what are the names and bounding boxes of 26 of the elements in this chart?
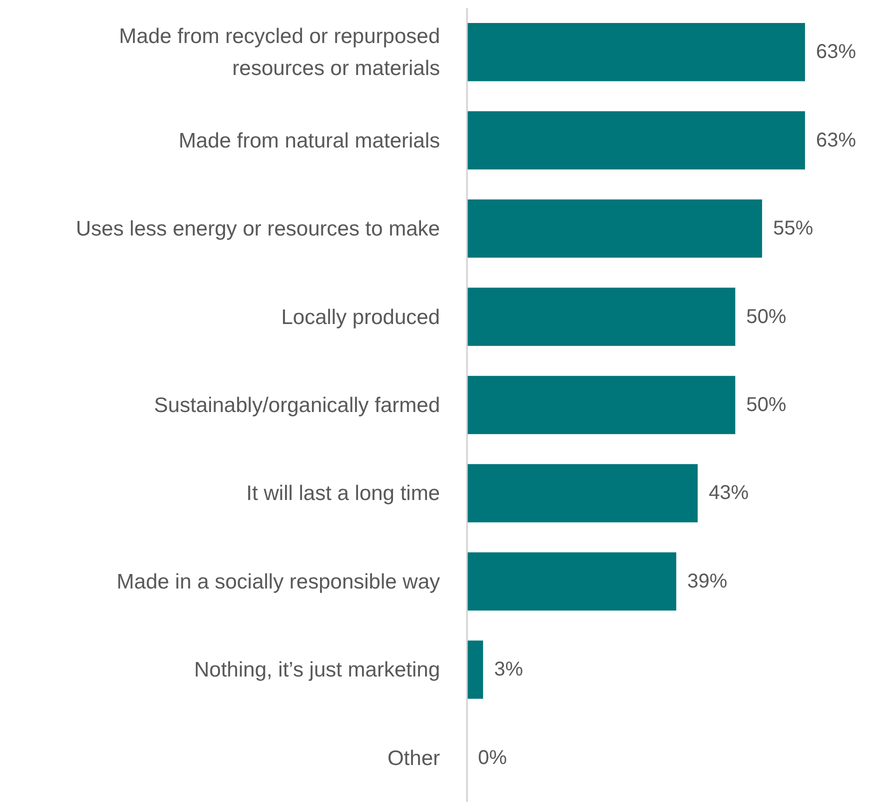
data-label: 0% bbox=[478, 746, 508, 769]
bar bbox=[467, 288, 736, 346]
y-tick-label: It will last a long time bbox=[246, 482, 440, 505]
bar bbox=[467, 640, 484, 699]
y-tick-label: Sustainably/organically farmed bbox=[154, 394, 440, 416]
y-tick-label: Other bbox=[387, 746, 440, 770]
data-label: 63% bbox=[816, 41, 856, 64]
bar bbox=[467, 111, 805, 170]
y-tick-label: Uses less energy or resources to make bbox=[76, 217, 440, 240]
data-label: 39% bbox=[687, 570, 728, 592]
data-label: 63% bbox=[816, 129, 856, 152]
data-label: 50% bbox=[746, 394, 786, 416]
bar bbox=[467, 23, 805, 82]
bar bbox=[467, 464, 698, 522]
data-label: 43% bbox=[708, 482, 749, 504]
data-label: 55% bbox=[773, 218, 814, 240]
bar bbox=[467, 199, 762, 258]
y-tick-label: Made in a socially responsible way bbox=[116, 570, 440, 593]
bar bbox=[467, 376, 736, 434]
y-tick-label: Made from natural materials bbox=[178, 128, 440, 152]
data-label: 50% bbox=[746, 306, 786, 328]
y-tick-label: Nothing, it’s just marketing bbox=[194, 658, 440, 682]
bar bbox=[467, 552, 676, 611]
y-tick-label: Locally produced bbox=[281, 305, 440, 328]
data-label: 3% bbox=[494, 658, 524, 681]
y-tick-label: Made from recycled or repurposed resources or materials bbox=[119, 24, 440, 80]
